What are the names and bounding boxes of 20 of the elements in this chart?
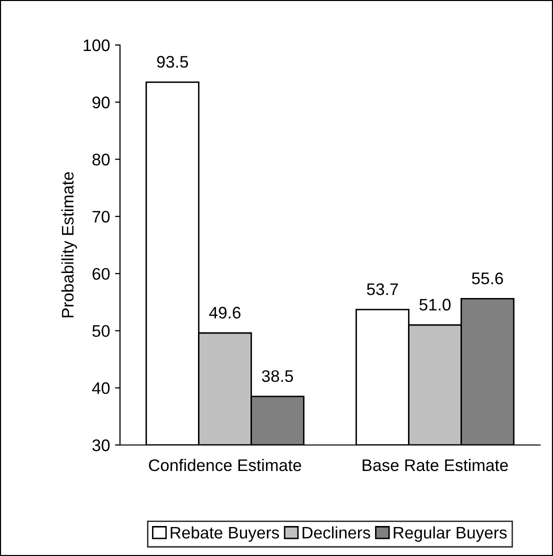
data-label: 49.6: [209, 306, 240, 319]
y-tick-label: 90: [92, 96, 110, 108]
y-axis-title: Probability Estimate: [61, 172, 77, 318]
data-label: 55.6: [472, 272, 503, 284]
x-tick-label: Confidence Estimate: [148, 458, 302, 472]
data-label: 53.7: [366, 283, 398, 296]
legend-label: Rebate Buyers: [170, 526, 280, 542]
y-tick-label: 60: [92, 268, 110, 280]
x-tick-label: Base Rate Estimate: [362, 458, 508, 472]
data-label: 51.0: [419, 298, 451, 311]
y-tick-label: 80: [92, 154, 110, 166]
legend-label: Decliners: [302, 526, 370, 539]
y-tick-label: 30: [92, 439, 110, 452]
y-tick-label: 50: [92, 325, 110, 337]
y-tick-label: 40: [92, 382, 110, 394]
y-tick-label: 100: [84, 39, 110, 52]
data-label: 93.5: [157, 56, 188, 68]
legend-label: Regular Buyers: [394, 526, 507, 542]
data-label: 38.5: [262, 370, 294, 382]
y-tick-label: 70: [92, 210, 110, 223]
